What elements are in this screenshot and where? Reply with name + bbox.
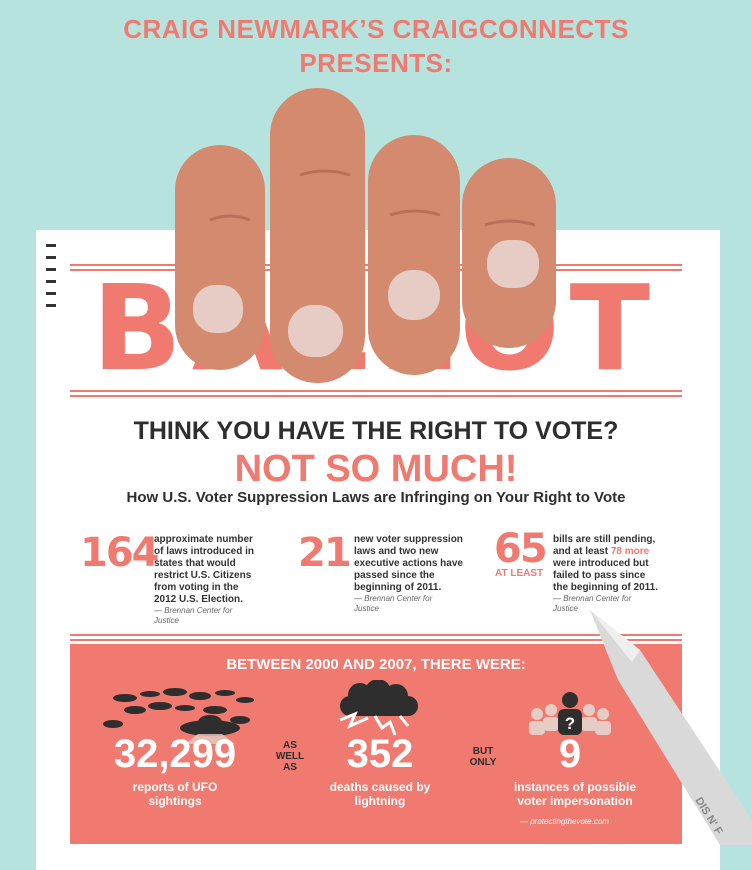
pencil-icon: DIS N' F xyxy=(590,610,752,845)
divider xyxy=(70,639,682,641)
stat-text: new voter suppression laws and two new exe… xyxy=(354,534,463,593)
answer-heading: NOT SO MUCH! xyxy=(234,448,518,490)
header-line-1: CRAIG NEWMARK’S CRAIGCONNECTS xyxy=(123,14,629,44)
stat-number: 164 xyxy=(80,530,159,576)
stat-text: approximate number of laws introduced in s… xyxy=(154,534,255,605)
stat-number: 65 xyxy=(494,526,548,572)
stats-panel xyxy=(70,644,682,844)
question-heading: THINK YOU HAVE THE RIGHT TO VOTE? xyxy=(133,417,619,445)
source-credit: — protectingthevote.com xyxy=(520,817,609,826)
svg-text:?: ? xyxy=(565,714,575,733)
subtitle: How U.S. Voter Suppression Laws are Infr… xyxy=(126,489,626,506)
stat-source: — Brennan Center for Justice xyxy=(154,606,233,625)
impersonation-caption: instances of possible voter impersonation xyxy=(513,780,637,808)
stat-text: bills are still pending, and at least 78… xyxy=(553,534,659,593)
ufo-count: 32,299 xyxy=(113,732,237,776)
lightning-caption: deaths caused by lightning xyxy=(329,780,431,808)
stat-source: — Brennan Center for Justice xyxy=(553,594,632,613)
divider xyxy=(70,395,682,397)
connector-but-only: BUT ONLY xyxy=(469,746,497,768)
divider xyxy=(70,390,682,392)
divider xyxy=(70,634,682,636)
connector-as-well-as: AS WELL AS xyxy=(275,740,305,773)
impersonation-count: 9 xyxy=(558,732,582,776)
header-title: CRAIG NEWMARK’S CRAIGCONNECTS PRESENTS: xyxy=(0,12,752,80)
ufo-icon xyxy=(103,688,254,744)
header-line-2: PRESENTS: xyxy=(299,48,453,78)
stat-qualifier: AT LEAST xyxy=(495,568,544,579)
voters-icon: ? xyxy=(529,692,611,735)
lightning-count: 352 xyxy=(346,732,414,776)
hand-icon xyxy=(175,88,556,383)
paper-tick-marks xyxy=(46,244,56,316)
ufo-caption: reports of UFO sightings xyxy=(132,780,218,808)
panel-heading: BETWEEN 2000 AND 2007, THERE WERE: xyxy=(226,656,526,673)
stat-source: — Brennan Center for Justice xyxy=(354,594,433,613)
lightning-cloud-icon xyxy=(339,680,418,736)
stat-number: 21 xyxy=(298,530,352,576)
